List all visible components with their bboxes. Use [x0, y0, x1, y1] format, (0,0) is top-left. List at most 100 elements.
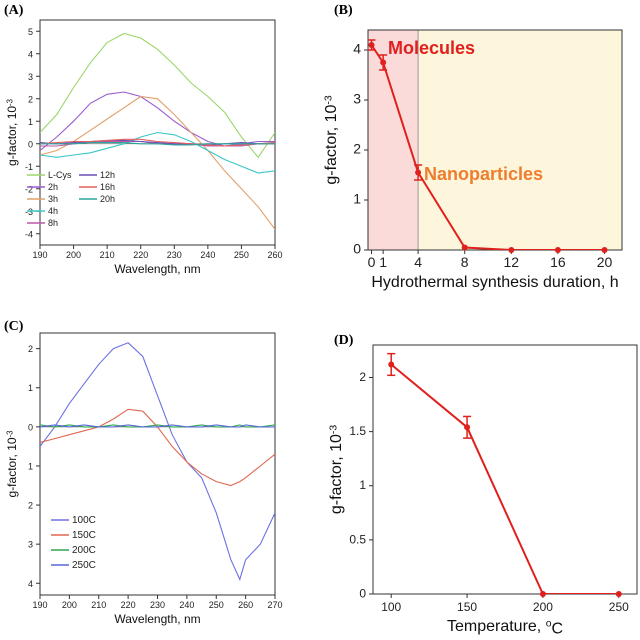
series-line-4 — [40, 424, 275, 428]
y-tick-label: 2 — [353, 141, 361, 157]
y-tick-label: 2 — [28, 501, 33, 511]
x-tick-label: 210 — [100, 250, 115, 260]
legend-label: 100C — [72, 515, 96, 526]
legend-label: 3h — [48, 194, 58, 204]
y-tick-label: 1 — [359, 478, 366, 492]
y-axis-title: g-factor, 10-3 — [328, 425, 345, 515]
x-tick-label: 240 — [200, 250, 215, 260]
legend-label: 200C — [72, 545, 96, 556]
y-tick-label: -3 — [25, 207, 33, 217]
x-tick-label: 250 — [209, 600, 224, 610]
x-tick-label: 100 — [381, 600, 401, 614]
x-axis-title: Wavelength, nm — [114, 612, 200, 626]
series-line-1 — [40, 342, 275, 581]
y-tick-label: 2 — [28, 94, 33, 104]
y-tick-label: 1 — [28, 383, 33, 393]
data-point — [615, 591, 622, 597]
y-tick-label: 2 — [28, 344, 33, 354]
y-tick-label: 1.5 — [349, 424, 366, 438]
series-line-2 — [40, 408, 275, 487]
y-tick-label: 1 — [28, 117, 33, 127]
legend: 100C 150C 200C 250C — [51, 515, 96, 571]
y-tick-label: 4 — [353, 41, 361, 57]
y-tick-label: 4 — [28, 579, 33, 589]
y-tick-label: -4 — [25, 229, 33, 239]
legend-label: L-Cys — [48, 170, 72, 180]
x-tick-label: 190 — [32, 250, 47, 260]
y-tick-label: 3 — [28, 72, 33, 82]
series-line-2 — [40, 91, 275, 151]
series-line-4 — [40, 131, 275, 174]
panel-label: (A) — [4, 3, 24, 18]
series-line-6 — [40, 139, 275, 146]
x-axis-title: Temperature, oC — [447, 618, 563, 638]
x-tick-label: 200 — [62, 600, 77, 610]
data-point — [554, 247, 561, 253]
x-tick-label: 190 — [32, 600, 47, 610]
series-line-1 — [40, 32, 275, 159]
x-axis-title: Hydrothermal synthesis duration, h — [371, 274, 618, 291]
legend-label: 16h — [100, 182, 115, 192]
chart-panel-3: 190 200 210 220 230 240 250 260 2702101234Wavele… — [4, 319, 283, 626]
chart-panel-4: 100 150 200 250 0 0.5 1 1.5 2 Temperature, oC g-fa… — [328, 333, 638, 638]
legend-label: 150C — [72, 530, 96, 541]
x-axis-title: Wavelength, nm — [114, 262, 200, 276]
x-tick-label: 20 — [597, 254, 613, 270]
x-tick-label: 200 — [533, 600, 553, 614]
legend-label: 12h — [100, 170, 115, 180]
data-point — [388, 361, 395, 368]
legend-label: 250C — [72, 560, 96, 571]
x-tick-label: 230 — [150, 600, 165, 610]
panel-label: (B) — [334, 3, 353, 18]
region-2 — [418, 30, 622, 250]
data-point — [380, 59, 387, 66]
y-tick-label: -1 — [25, 162, 33, 172]
y-tick-label: 5 — [28, 27, 33, 37]
data-point — [368, 42, 375, 48]
legend-label: 20h — [100, 194, 115, 204]
y-tick-label: 2 — [359, 370, 366, 384]
x-tick-label: 240 — [179, 600, 194, 610]
x-tick-label: 16 — [550, 254, 566, 270]
data-point — [601, 247, 608, 253]
data-point — [461, 244, 468, 251]
y-axis-title: g-factor, 10-3 — [5, 431, 19, 498]
x-tick-label: 150 — [457, 600, 477, 614]
x-tick-label: 1 — [379, 254, 387, 270]
y-tick-label: 0 — [359, 587, 366, 601]
y-tick-label: 0 — [28, 422, 33, 432]
x-tick-label: 8 — [461, 254, 469, 270]
x-tick-label: 220 — [133, 250, 148, 260]
legend-label: 2h — [48, 182, 58, 192]
legend: L-Cys 2h 3h 4h 8h 12h 16h 20h — [27, 170, 115, 228]
data-point — [415, 169, 422, 176]
legend-label: 4h — [48, 206, 58, 216]
series-line-7 — [40, 138, 275, 147]
series-line-8 — [40, 142, 275, 146]
x-tick-label: 260 — [267, 250, 282, 260]
data-point — [464, 424, 471, 431]
y-tick-label: 1 — [28, 461, 33, 471]
x-tick-label: 250 — [234, 250, 249, 260]
x-tick-label: 270 — [267, 600, 282, 610]
y-tick-label: 0 — [353, 241, 361, 257]
region-label-nanoparticles: Nanoparticles — [424, 164, 543, 184]
y-tick-label: 4 — [28, 49, 33, 59]
legend-label: 8h — [48, 218, 58, 228]
y-tick-label: 3 — [353, 91, 361, 107]
y-tick-label: 3 — [28, 540, 33, 550]
y-tick-label: -2 — [25, 184, 33, 194]
series-line-1 — [390, 363, 619, 594]
x-tick-label: 220 — [121, 600, 136, 610]
panel-label: (D) — [334, 333, 354, 348]
y-axis-title: g-factor, 10-3 — [323, 95, 340, 185]
panel-label: (C) — [4, 319, 24, 334]
x-tick-label: 210 — [91, 600, 106, 610]
y-tick-label: 1 — [353, 191, 361, 207]
x-tick-label: 12 — [504, 254, 520, 270]
data-point — [508, 247, 515, 253]
region-label-molecules: Molecules — [388, 38, 475, 58]
plot-frame — [372, 344, 638, 595]
x-tick-label: 230 — [167, 250, 182, 260]
